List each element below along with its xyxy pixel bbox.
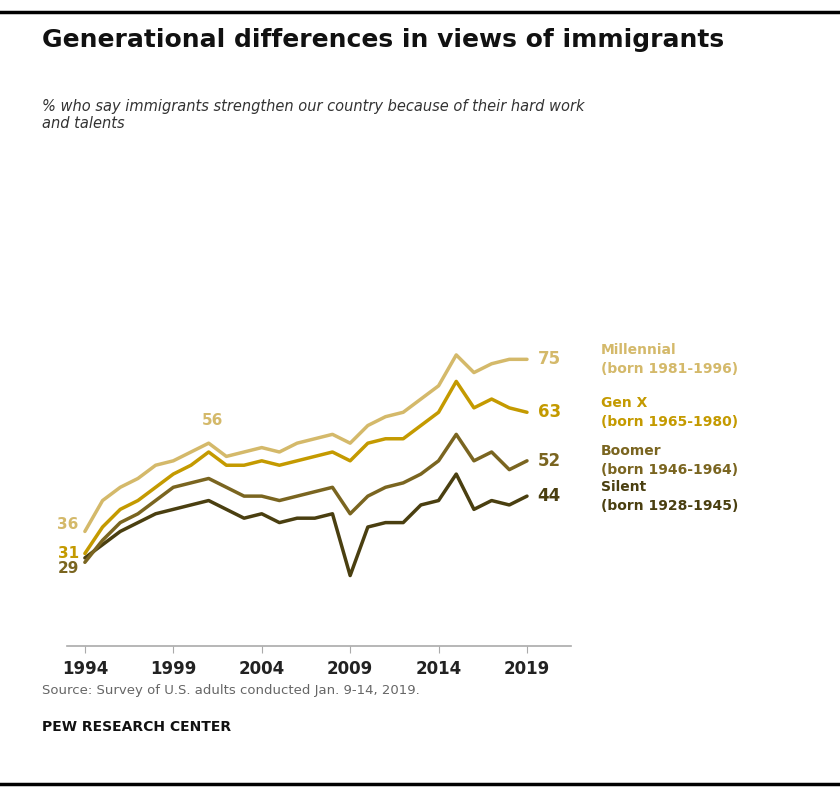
Text: 31: 31 [58,546,79,561]
Text: (born 1981-1996): (born 1981-1996) [601,362,738,376]
Text: Source: Survey of U.S. adults conducted Jan. 9-14, 2019.: Source: Survey of U.S. adults conducted … [42,685,420,697]
Text: (born 1965-1980): (born 1965-1980) [601,414,738,429]
Text: 63: 63 [538,403,561,422]
Text: Millennial: Millennial [601,343,676,357]
Text: 29: 29 [57,561,79,577]
Text: 52: 52 [538,452,561,470]
Text: Generational differences in views of immigrants: Generational differences in views of imm… [42,28,724,51]
Text: 44: 44 [538,487,561,505]
Text: (born 1946-1964): (born 1946-1964) [601,463,738,478]
Text: Gen X: Gen X [601,396,647,410]
Text: Boomer: Boomer [601,444,661,459]
Text: 75: 75 [538,351,561,368]
Text: % who say immigrants strengthen our country because of their hard work
and talen: % who say immigrants strengthen our coun… [42,98,585,131]
Text: 36: 36 [57,517,79,533]
Text: Silent: Silent [601,480,646,493]
Text: 56: 56 [202,413,223,428]
Text: (born 1928-1945): (born 1928-1945) [601,499,738,512]
Text: PEW RESEARCH CENTER: PEW RESEARCH CENTER [42,720,231,734]
